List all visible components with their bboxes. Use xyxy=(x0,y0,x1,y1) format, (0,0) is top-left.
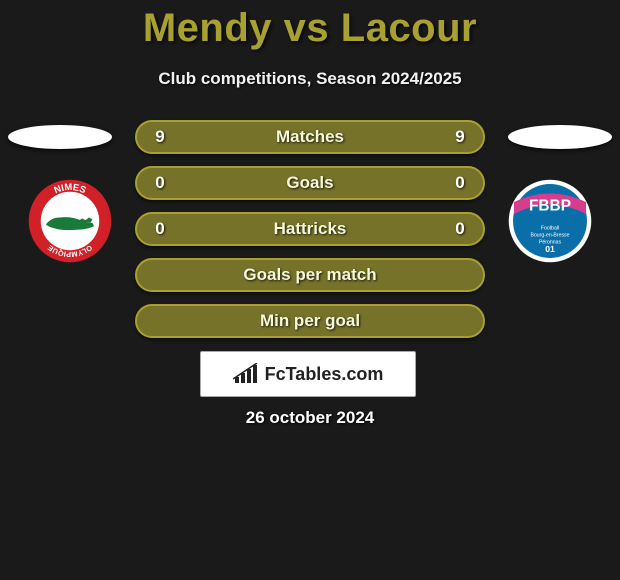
stat-row-goals-per-match: Goals per match xyxy=(135,258,485,292)
branding-text: FcTables.com xyxy=(265,364,384,385)
stat-left-value: 9 xyxy=(151,127,169,147)
stat-label: Goals per match xyxy=(169,265,451,285)
stat-label: Goals xyxy=(169,173,451,193)
svg-text:01: 01 xyxy=(545,244,555,254)
stat-right-value: 9 xyxy=(451,127,469,147)
stat-label: Matches xyxy=(169,127,451,147)
svg-text:Football: Football xyxy=(541,226,559,232)
date-text: 26 october 2024 xyxy=(0,408,620,428)
player-left-ellipse xyxy=(8,125,112,149)
stat-row-matches: 9 Matches 9 xyxy=(135,120,485,154)
stat-row-hattricks: 0 Hattricks 0 xyxy=(135,212,485,246)
stat-label: Hattricks xyxy=(169,219,451,239)
svg-text:FBBP: FBBP xyxy=(529,198,571,215)
stat-row-goals: 0 Goals 0 xyxy=(135,166,485,200)
page-title: Mendy vs Lacour xyxy=(0,0,620,51)
stat-right-value: 0 xyxy=(451,173,469,193)
team-right-badge: FBBP Football Bourg-en-Bresse Péronnas 0… xyxy=(502,178,598,264)
stat-left-value: 0 xyxy=(151,219,169,239)
stats-panel: 9 Matches 9 0 Goals 0 0 Hattricks 0 Goal… xyxy=(135,120,485,350)
team-left-badge: NIMES OLYMPIQUE xyxy=(22,178,118,264)
player-right-ellipse xyxy=(508,125,612,149)
stat-left-value: 0 xyxy=(151,173,169,193)
svg-text:Bourg-en-Bresse: Bourg-en-Bresse xyxy=(531,232,570,238)
branding-link[interactable]: FcTables.com xyxy=(200,351,416,397)
stat-row-min-per-goal: Min per goal xyxy=(135,304,485,338)
barchart-icon xyxy=(233,363,259,385)
page-subtitle: Club competitions, Season 2024/2025 xyxy=(0,69,620,89)
stat-right-value: 0 xyxy=(451,219,469,239)
stat-label: Min per goal xyxy=(169,311,451,331)
